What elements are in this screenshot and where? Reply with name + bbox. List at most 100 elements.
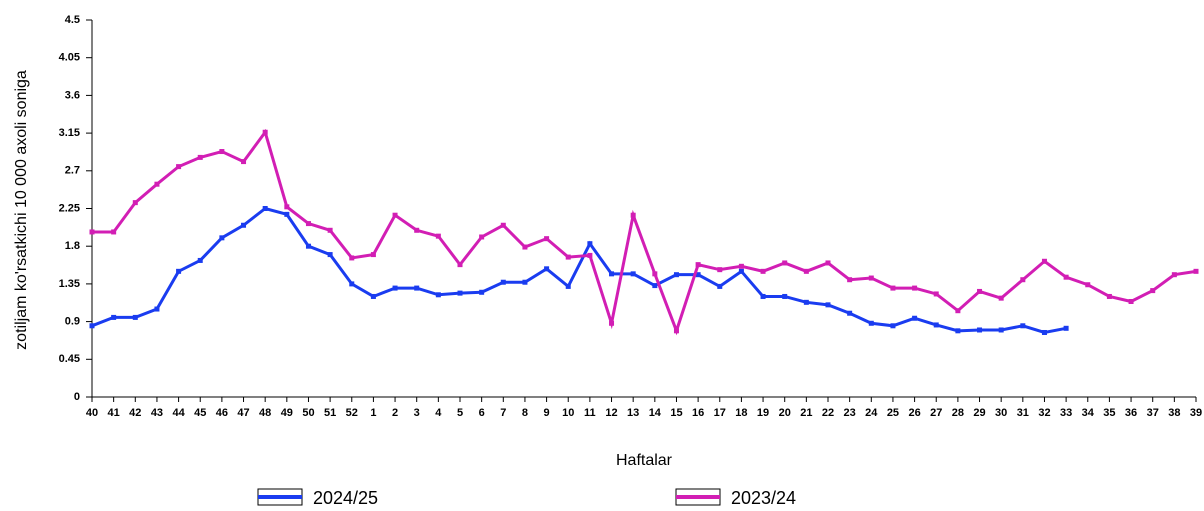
x-tick-label: 50 (302, 407, 314, 419)
x-tick-label: 11 (584, 407, 596, 419)
point (890, 323, 896, 329)
point (479, 289, 485, 295)
y-tick-label: 4.5 (65, 14, 80, 26)
point (89, 323, 95, 329)
point (1041, 329, 1047, 335)
point (738, 263, 744, 269)
point (154, 181, 160, 187)
x-tick-label: 30 (995, 407, 1007, 419)
x-tick-label: 18 (735, 407, 747, 419)
y-tick-label: 3.15 (59, 127, 80, 139)
x-tick-label: 46 (216, 407, 228, 419)
point (111, 229, 117, 235)
point (803, 268, 809, 274)
point (414, 285, 420, 291)
x-tick-label: 42 (129, 407, 141, 419)
x-tick-label: 33 (1060, 407, 1072, 419)
y-tick-label: 3.6 (65, 89, 80, 101)
point (998, 327, 1004, 333)
x-tick-label: 10 (562, 407, 574, 419)
point (609, 320, 615, 326)
y-tick-label: 2.7 (65, 165, 80, 177)
point (544, 236, 550, 242)
x-tick-label: 1 (370, 407, 376, 419)
x-tick-label: 17 (714, 407, 726, 419)
point (673, 272, 679, 278)
point (760, 268, 766, 274)
point (1041, 258, 1047, 264)
x-tick-label: 49 (281, 407, 293, 419)
point (587, 252, 593, 258)
point (305, 221, 311, 227)
x-axis-label: Haftalar (616, 452, 673, 469)
point (132, 200, 138, 206)
point (479, 234, 485, 240)
x-tick-label: 28 (952, 407, 964, 419)
point (327, 227, 333, 233)
x-tick-label: 9 (544, 407, 550, 419)
y-tick-label: 2.25 (59, 202, 80, 214)
point (500, 222, 506, 228)
point (154, 306, 160, 312)
point (977, 288, 983, 294)
x-tick-label: 16 (692, 407, 704, 419)
point (1020, 277, 1026, 283)
point (955, 308, 961, 314)
point (1085, 282, 1091, 288)
y-axis-label: zotiljam ko'rsatkichi 10 000 axoli sonig… (13, 70, 30, 350)
point (197, 154, 203, 160)
point (305, 243, 311, 249)
point (782, 260, 788, 266)
x-tick-label: 44 (172, 407, 185, 419)
point (1106, 293, 1112, 299)
point (435, 233, 441, 239)
x-tick-label: 43 (151, 407, 163, 419)
point (522, 244, 528, 250)
point (349, 255, 355, 261)
x-tick-label: 4 (435, 407, 442, 419)
point (111, 314, 117, 320)
point (392, 212, 398, 218)
point (673, 328, 679, 334)
x-tick-label: 22 (822, 407, 834, 419)
point (284, 211, 290, 217)
x-tick-label: 2 (392, 407, 398, 419)
point (717, 267, 723, 273)
legend-label: 2023/24 (731, 488, 796, 508)
x-tick-label: 19 (757, 407, 769, 419)
x-tick-label: 47 (237, 407, 249, 419)
point (565, 283, 571, 289)
point (370, 252, 376, 258)
y-tick-label: 4.05 (59, 52, 80, 64)
point (933, 291, 939, 297)
point (435, 292, 441, 298)
point (219, 149, 225, 155)
point (1150, 288, 1156, 294)
legend-label: 2024/25 (313, 488, 378, 508)
series-line (91, 206, 1067, 335)
point (717, 283, 723, 289)
point (241, 159, 247, 165)
point (890, 285, 896, 291)
point (630, 271, 636, 277)
x-tick-label: 36 (1125, 407, 1137, 419)
y-tick-label: 1.35 (59, 278, 80, 290)
point (457, 290, 463, 296)
point (760, 293, 766, 299)
x-tick-label: 14 (649, 407, 662, 419)
point (284, 204, 290, 210)
x-tick-label: 29 (973, 407, 985, 419)
point (457, 262, 463, 268)
x-tick-label: 23 (844, 407, 856, 419)
point (1193, 268, 1199, 274)
point (1063, 325, 1069, 331)
x-tick-label: 48 (259, 407, 271, 419)
x-tick-label: 31 (1017, 407, 1029, 419)
x-tick-label: 37 (1147, 407, 1159, 419)
x-tick-label: 38 (1168, 407, 1180, 419)
x-tick-label: 13 (627, 407, 639, 419)
series-line (92, 128, 1197, 336)
point (1128, 298, 1134, 304)
x-tick-label: 34 (1082, 407, 1095, 419)
